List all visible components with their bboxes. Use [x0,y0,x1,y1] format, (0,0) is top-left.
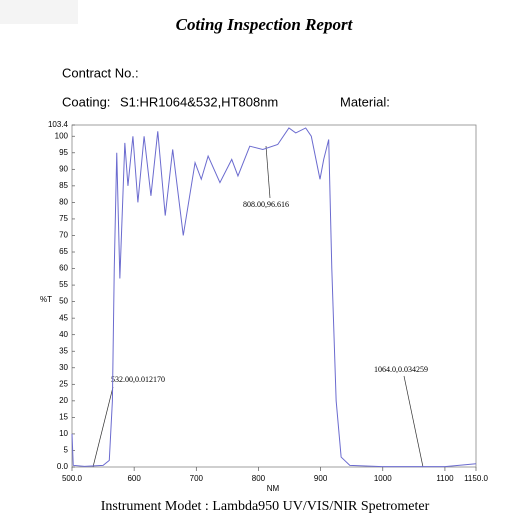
y-tick-label: 10 [59,429,68,438]
material-label: Material: [340,94,390,109]
coating-label: Coating: [62,94,110,109]
y-tick-label: 30 [59,363,68,372]
y-tick-label: 45 [59,313,68,322]
y-axis-label: %T [40,295,52,304]
y-tick-label: 15 [59,412,68,421]
annotation: 1064.0,0.034259 [374,365,428,374]
y-tick-label: 20 [59,396,68,405]
annotation-leader [403,375,424,468]
y-tick-label: 80 [59,198,68,207]
report-title: Coting Inspection Report [176,15,354,34]
transmission-line [71,127,477,468]
x-axis-label: NM [267,484,280,493]
y-tick-label: 103.4 [48,120,69,129]
x-tick-label: 700 [190,474,204,483]
x-tick-label: 1100 [436,474,454,483]
x-tick-label: 800 [252,474,266,483]
y-tick-label: 0.0 [57,462,69,471]
y-tick-label: 90 [59,164,68,173]
y-tick-label: 40 [59,330,68,339]
x-tick-label: 600 [127,474,141,483]
y-tick-label: 5 [64,446,69,455]
y-tick-label: 100 [55,131,69,140]
x-tick-label: 900 [314,474,328,483]
y-tick-label: 65 [59,247,68,256]
annotation-leader [265,145,271,199]
annotation-leader [92,386,114,468]
y-tick-label: 60 [59,264,68,273]
y-tick-label: 50 [59,297,68,306]
y-tick-label: 70 [59,231,68,240]
coating-value: S1:HR1064&532,HT808nm [120,94,278,109]
y-tick-label: 35 [59,346,68,355]
y-tick-label: 25 [59,379,68,388]
y-tick-label: 95 [59,148,68,157]
x-tick-label: 500.0 [62,474,83,483]
x-tick-label: 1000 [374,474,392,483]
y-tick-label: 85 [59,181,68,190]
corner-patch [0,0,78,24]
y-tick-label: 55 [59,280,68,289]
contract-label: Contract No.: [62,65,139,80]
instrument-note: Instrument Modet : Lambda950 UV/VIS/NIR … [101,499,430,514]
annotation: 532.00,0.012170 [111,375,165,384]
y-tick-label: 75 [59,214,68,223]
annotation: 808.00,96.616 [243,200,289,209]
x-tick-label: 1150.0 [464,474,488,483]
plot-frame [71,124,477,468]
